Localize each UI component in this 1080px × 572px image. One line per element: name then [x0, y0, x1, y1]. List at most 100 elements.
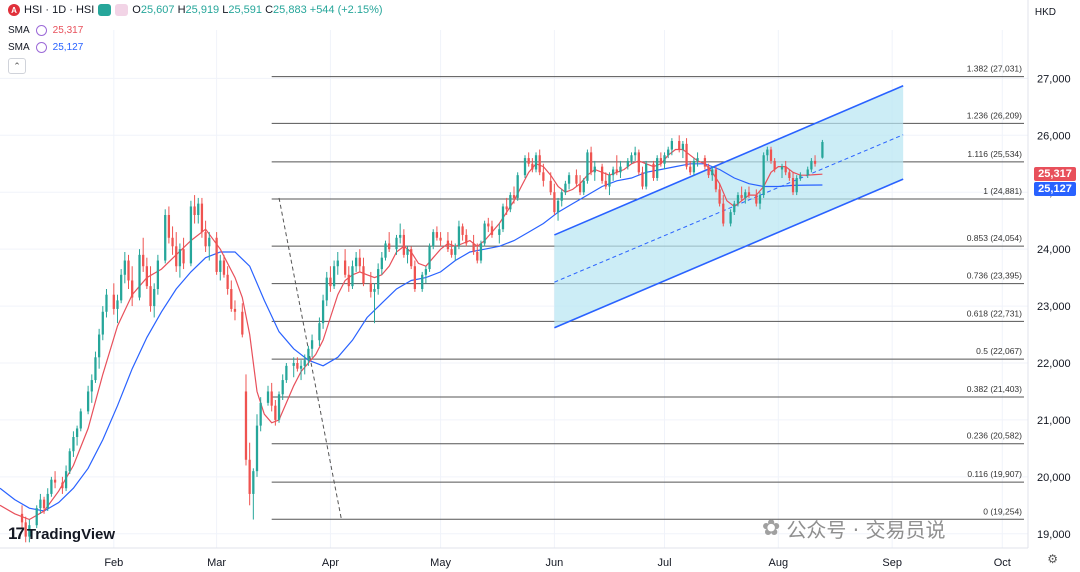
candle-body: [182, 249, 185, 264]
candle-body: [266, 391, 270, 403]
candle-body: [50, 479, 53, 494]
indicator-value: 25,127: [52, 42, 84, 53]
channel-fill: [554, 85, 904, 328]
candle-body: [711, 169, 714, 176]
fib-level-label: 0.382 (21,403): [967, 384, 1022, 394]
candle-body: [219, 260, 222, 272]
candle-body: [553, 192, 556, 213]
candle-body: [821, 141, 824, 158]
candle-body: [439, 237, 442, 241]
candle-body: [281, 380, 284, 395]
candle-body: [567, 175, 571, 184]
candle-body: [556, 200, 560, 213]
compare-icon[interactable]: [115, 4, 129, 16]
candle-body: [586, 152, 589, 181]
candle-body: [678, 141, 681, 150]
candle-body: [810, 160, 813, 170]
currency-label[interactable]: HKD: [1034, 7, 1056, 18]
price-change: +544 (+2.15%): [309, 4, 383, 16]
candle-body: [189, 206, 193, 264]
candle-body: [542, 172, 545, 181]
candle-body: [531, 163, 534, 170]
eye-icon[interactable]: [35, 42, 47, 53]
candle-body: [255, 425, 259, 472]
candle-body: [681, 143, 685, 150]
candle-body: [689, 166, 692, 173]
candle-body: [241, 311, 244, 335]
candle-body: [476, 252, 479, 261]
candle-body: [641, 172, 644, 187]
sma-fast-legend[interactable]: SMA 25,317: [8, 25, 83, 36]
candle-body: [722, 203, 725, 224]
candle-body: [718, 189, 721, 204]
candle-body: [413, 266, 417, 289]
settings-gear-icon[interactable]: ⚙: [1047, 552, 1058, 566]
symbol-title[interactable]: HSI · 1D · HSI: [24, 4, 95, 16]
candle-body: [384, 243, 387, 258]
symbol-logo-icon: A: [8, 4, 20, 16]
fib-level-label: 0.853 (24,054): [967, 233, 1022, 243]
x-tick-label: Feb: [104, 557, 123, 569]
candle-body: [53, 479, 57, 483]
candle-body: [769, 149, 773, 161]
candle-body: [538, 155, 541, 173]
candle-body: [123, 260, 126, 275]
tradingview-logo[interactable]: 17 TradingView: [8, 524, 115, 544]
collapse-legend-button[interactable]: ⌃: [8, 58, 26, 74]
candle-body: [164, 215, 167, 261]
candle-body: [336, 260, 339, 267]
candle-body: [670, 141, 674, 150]
sma-slow-legend[interactable]: SMA 25,127: [8, 42, 83, 53]
candlesticks: [20, 135, 824, 543]
candle-body: [791, 178, 795, 193]
x-tick-label: Mar: [207, 557, 226, 569]
candle-body: [292, 363, 295, 366]
fibonacci-retracement[interactable]: 1.382 (27,031) 1.236 (26,209) 1.116 (25,53…: [271, 64, 1024, 520]
candle-body: [406, 249, 409, 255]
y-tick-label: 27,000: [1037, 73, 1071, 85]
candle-body: [806, 169, 809, 176]
candle-body: [153, 289, 156, 307]
candle-body: [178, 249, 182, 267]
candle-body: [534, 155, 538, 170]
candle-body: [465, 234, 468, 244]
candle-body: [274, 405, 277, 420]
fib-level-label: 1.116 (25,534): [967, 149, 1022, 159]
candle-body: [222, 260, 226, 275]
candle-body: [68, 451, 71, 472]
y-tick-label: 24,000: [1037, 244, 1071, 256]
candle-body: [446, 240, 450, 250]
candle-body: [277, 394, 281, 420]
y-tick-label: 26,000: [1037, 130, 1071, 142]
candle-body: [402, 234, 405, 255]
candle-body: [472, 243, 475, 252]
candle-body: [630, 155, 633, 161]
watermark: ✿ 公众号 · 交易员说: [762, 514, 946, 543]
sma-slow-line: [0, 163, 823, 512]
candle-body: [637, 152, 640, 173]
candle-body: [509, 195, 512, 210]
indicator-value: 25,317: [52, 25, 84, 36]
dashed-trend-line[interactable]: [278, 197, 342, 520]
candle-body: [634, 152, 637, 156]
candle-body: [310, 340, 314, 349]
candle-body: [28, 525, 31, 537]
x-tick-label: Sep: [882, 557, 902, 569]
candle-body: [505, 206, 508, 210]
ohlc-values: O25,607 H25,919 L25,591 C25,883 +544 (+2…: [132, 4, 383, 16]
candle-body: [733, 203, 736, 213]
parallel-channel[interactable]: [554, 85, 904, 329]
candle-body: [39, 499, 42, 509]
x-tick-label: Oct: [994, 557, 1011, 569]
candle-body: [703, 158, 707, 167]
eye-icon[interactable]: [35, 25, 47, 36]
x-tick-label: Jun: [546, 557, 564, 569]
symbol-header: A HSI · 1D · HSI O25,607 H25,919 L25,591…: [8, 4, 383, 16]
x-tick-label: Aug: [769, 557, 789, 569]
y-tick-label: 21,000: [1037, 415, 1071, 427]
candle-body: [483, 223, 486, 244]
candle-body: [487, 223, 490, 227]
candle-body: [127, 260, 130, 281]
candle-body: [131, 280, 134, 298]
